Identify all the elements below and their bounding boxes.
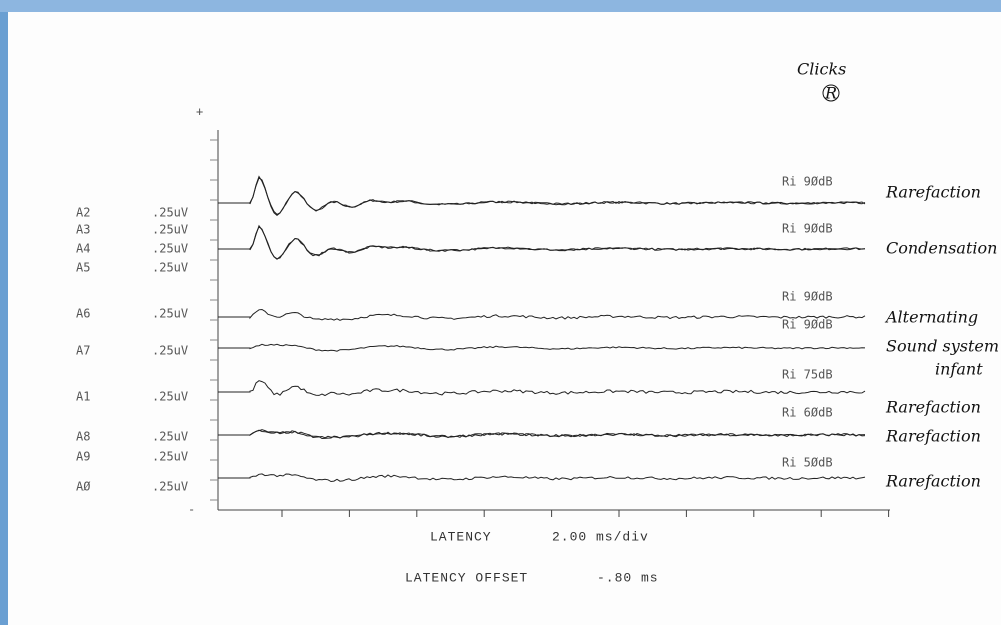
channel-gain: .25uV xyxy=(152,450,188,464)
ear-circle xyxy=(822,84,840,102)
waveform xyxy=(218,473,866,483)
stimulus-label: Ri 9ØdB xyxy=(782,318,833,332)
generated: A2 .25uV A3 .25uV A4 .25uV A5 .25uV A6 .25uV A7 .25… xyxy=(76,139,999,517)
channel-label: A5 xyxy=(76,261,90,275)
waveform xyxy=(218,224,866,260)
stimulus-label: Ri 9ØdB xyxy=(782,175,833,189)
stimulus-label: Ri 5ØdB xyxy=(782,456,833,470)
waveform xyxy=(218,380,866,397)
channel-label: A2 xyxy=(76,206,90,220)
handwritten-note: Sound system xyxy=(886,337,999,356)
handwritten-note: Rarefaction xyxy=(885,472,981,491)
offset-value: -.80 ms xyxy=(597,570,659,585)
channel-gain: .25uV xyxy=(152,206,188,220)
channel-gain: .25uV xyxy=(152,242,188,256)
minus-sign: - xyxy=(188,503,195,517)
plus-sign: + xyxy=(196,105,203,119)
stimulus-label: Ri 6ØdB xyxy=(782,406,833,420)
handwritten-note: Condensation xyxy=(886,239,997,258)
channel-label: A1 xyxy=(76,390,90,404)
offset-label: LATENCY OFFSET xyxy=(405,570,528,585)
handwritten-note: Rarefaction xyxy=(885,183,981,202)
channel-label: A7 xyxy=(76,344,90,358)
stimulus-label: Ri 75dB xyxy=(782,368,833,382)
channel-gain: .25uV xyxy=(152,261,188,275)
note-title: Clicks xyxy=(797,60,846,79)
channel-label: A9 xyxy=(76,450,90,464)
frame-top xyxy=(0,0,1001,12)
channel-gain: .25uV xyxy=(152,223,188,237)
latency-value: 2.00 ms/div xyxy=(552,529,649,544)
channel-label: A4 xyxy=(76,242,90,256)
channel-gain: .25uV xyxy=(152,430,188,444)
channel-gain: .25uV xyxy=(152,344,188,358)
handwritten-note: Alternating xyxy=(884,308,978,327)
channel-label: A6 xyxy=(76,307,90,321)
channel-label: A8 xyxy=(76,430,90,444)
ear: R xyxy=(824,84,837,103)
handwritten-note: Rarefaction xyxy=(885,398,981,417)
channel-gain: .25uV xyxy=(152,307,188,321)
waveform xyxy=(218,308,866,321)
waveform xyxy=(218,343,866,352)
stimulus-label: Ri 9ØdB xyxy=(782,222,833,236)
handwritten-note: Rarefaction xyxy=(885,427,981,446)
waveform xyxy=(218,175,866,217)
channel-gain: .25uV xyxy=(152,390,188,404)
channel-gain: .25uV xyxy=(152,480,188,494)
waveform xyxy=(218,429,866,439)
paper xyxy=(8,12,1001,625)
channel-label: A3 xyxy=(76,223,90,237)
stimulus-label: Ri 9ØdB xyxy=(782,290,833,304)
channel-label: AØ xyxy=(76,480,91,494)
latency-label: LATENCY xyxy=(430,529,492,544)
handwritten-note: infant xyxy=(935,360,983,379)
